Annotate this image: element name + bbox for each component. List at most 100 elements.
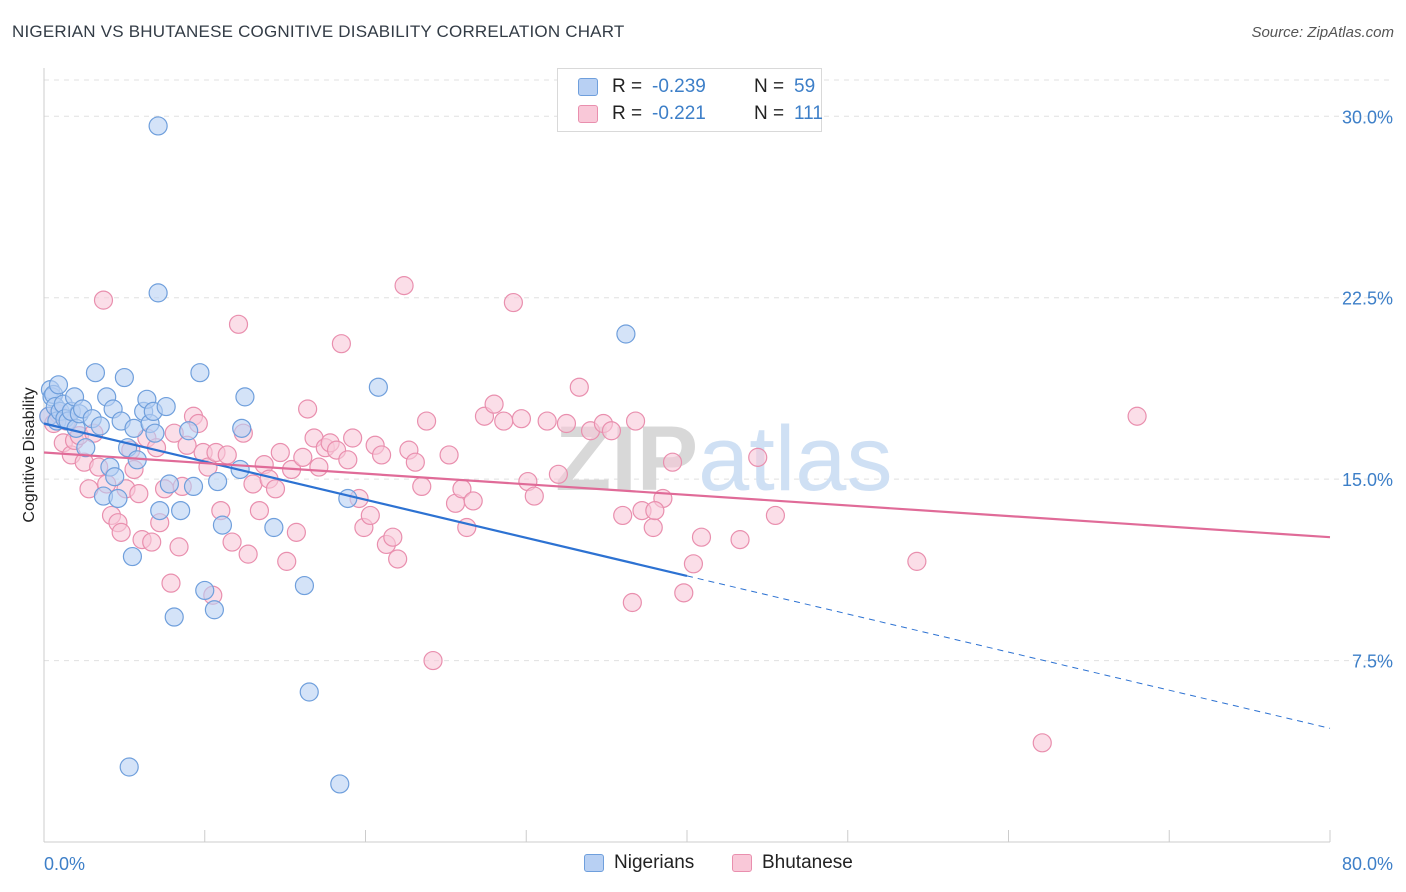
nigerians-point <box>232 418 252 438</box>
bhutanese-point <box>625 411 646 431</box>
bhutanese-point <box>494 411 514 431</box>
source-label: Source: ZipAtlas.com <box>1251 24 1394 41</box>
bhutanese-point <box>238 544 258 564</box>
bhutanese-point <box>270 442 290 463</box>
nigerians-point <box>156 396 176 417</box>
r-value: -0.239 <box>652 76 706 97</box>
bhutanese-point <box>556 413 577 434</box>
bhutanese-point <box>217 445 237 465</box>
bhutanese-point <box>765 505 786 526</box>
bhutanese-point <box>463 491 483 511</box>
nigerians-point <box>48 375 69 395</box>
pink-swatch-icon <box>578 105 598 123</box>
bhutanese-point <box>298 399 318 419</box>
legend-item-nigerians: Nigerians <box>584 852 694 874</box>
bhutanese-point <box>222 532 242 552</box>
nigerians-point <box>159 474 179 494</box>
nigerians-point <box>616 324 636 344</box>
n-value: 59 <box>794 76 816 97</box>
bhutanese-point <box>371 445 392 465</box>
bhutanese-point <box>907 551 927 571</box>
nigerians-point <box>212 515 233 535</box>
y-axis-label: Cognitive Disability <box>21 387 38 522</box>
bhutanese-point <box>622 592 642 613</box>
nigerians-point <box>148 116 168 136</box>
bhutanese-point <box>730 530 750 550</box>
bhutanese-point <box>503 292 523 313</box>
bhutanese-point <box>388 549 408 569</box>
r-label: R = <box>612 76 643 97</box>
x-tick-label-min: 0.0% <box>44 854 85 874</box>
bhutanese-point <box>691 527 712 547</box>
nigerians-point <box>108 488 128 509</box>
bhutanese-point <box>439 445 459 465</box>
nigerians-point <box>294 575 315 596</box>
y-tick-labels: 7.5% 15.0% 22.5% 30.0% <box>1342 107 1393 671</box>
bhutanese-point <box>343 428 363 448</box>
blue-swatch-icon <box>584 854 604 872</box>
bhutanese-point <box>394 276 414 296</box>
nigerians-point <box>145 423 165 443</box>
legend-label-nigerians: Nigerians <box>614 852 695 873</box>
legend-item-bhutanese: Bhutanese <box>732 852 853 874</box>
bhutanese-point <box>423 650 443 671</box>
bhutanese-point <box>645 500 665 521</box>
legend-row-bhutanese: R = -0.221 N = 111 <box>578 102 823 126</box>
x-tick-marks <box>43 830 1331 842</box>
bhutanese-point <box>93 290 114 310</box>
n-label: N = <box>754 103 785 124</box>
nigerians-point <box>190 363 210 383</box>
y-tick-label: 22.5% <box>1342 289 1393 309</box>
bhutanese-point <box>416 411 437 431</box>
bhutanese-point <box>405 452 425 472</box>
nigerians-point <box>119 757 139 777</box>
nigerians-point <box>85 363 106 383</box>
nigerians-point <box>338 488 358 509</box>
bhutanese-point <box>601 421 622 441</box>
bhutanese-point <box>613 505 633 526</box>
y-tick-label: 30.0% <box>1342 107 1393 127</box>
bhutanese-point <box>1032 733 1052 753</box>
n-label: N = <box>754 76 785 97</box>
nigerians-point <box>171 500 191 521</box>
n-value: 111 <box>794 103 823 124</box>
nigerians-point <box>179 421 199 441</box>
bhutanese-point <box>286 522 306 542</box>
y-tick-label: 7.5% <box>1352 652 1393 672</box>
nigerians-point <box>368 377 388 397</box>
bhutanese-point <box>228 314 249 334</box>
watermark-atlas: atlas <box>698 408 892 510</box>
bhutanese-point <box>674 583 694 603</box>
bhutanese-point <box>548 464 569 484</box>
nigerians-point <box>204 600 224 620</box>
nigerians-point <box>299 682 319 702</box>
stats-legend: R = -0.239 N = 59 R = -0.221 N = 111 <box>557 68 823 132</box>
nigerians-trend-extension <box>686 575 1331 729</box>
bhutanese-point <box>243 474 263 494</box>
bhutanese-point <box>643 517 663 538</box>
bhutanese-point <box>484 394 504 414</box>
nigerians-point <box>124 418 144 438</box>
nigerians-point <box>264 517 284 538</box>
bhutanese-point <box>524 486 544 506</box>
bhutanese-point <box>265 479 286 499</box>
bhutanese-point <box>360 505 380 526</box>
bhutanese-point <box>662 452 683 472</box>
r-label: R = <box>612 103 643 124</box>
gridlines <box>44 79 1393 662</box>
bhutanese-point <box>309 457 329 477</box>
bhutanese-point <box>412 476 432 496</box>
pink-swatch-icon <box>732 854 752 872</box>
bhutanese-point <box>338 450 358 470</box>
legend-label-bhutanese: Bhutanese <box>762 852 853 873</box>
nigerians-point <box>114 367 134 388</box>
bhutanese-point <box>331 334 351 354</box>
y-tick-label: 15.0% <box>1342 470 1393 490</box>
bhutanese-point <box>129 484 149 504</box>
bhutanese-points <box>39 276 1147 753</box>
bhutanese-point <box>249 500 270 521</box>
nigerians-point <box>164 607 184 627</box>
bhutanese-point <box>293 447 313 467</box>
r-value: -0.221 <box>652 103 706 124</box>
